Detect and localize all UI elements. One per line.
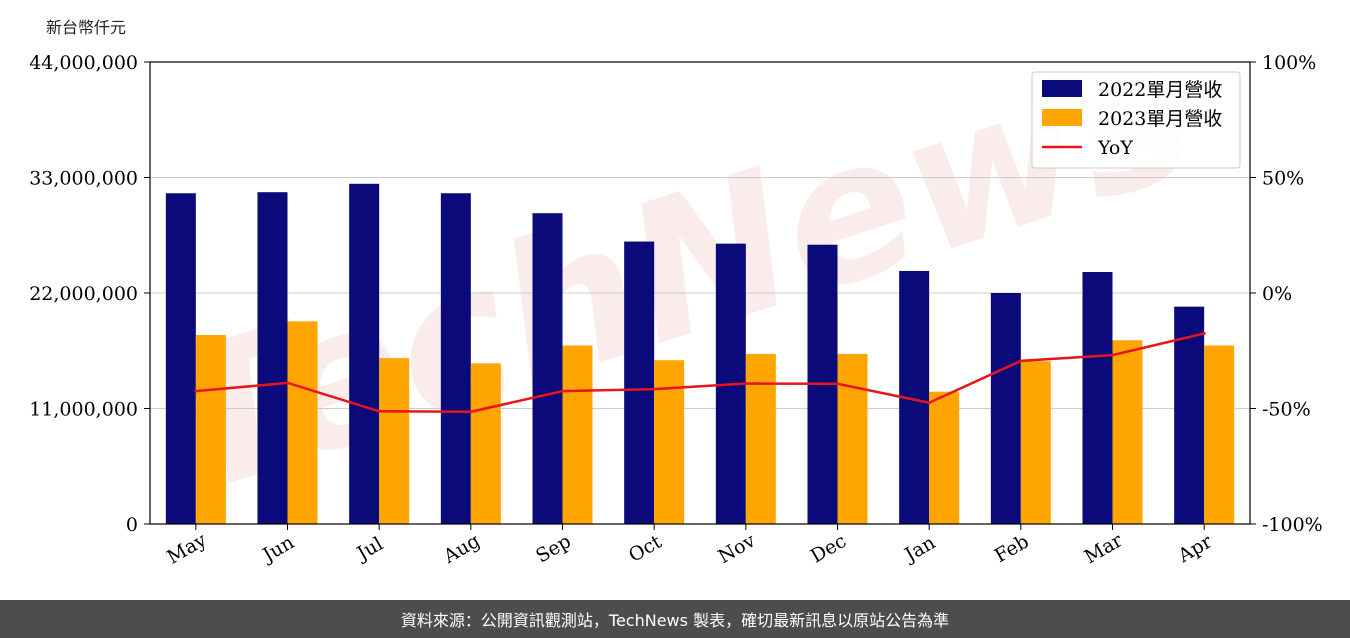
bar-2022-jul <box>349 183 380 525</box>
yoy-point <box>1202 331 1206 335</box>
x-tick-label-dec: Dec <box>807 530 850 568</box>
y-left-tick-label: 44,000,000 <box>29 52 138 74</box>
bar-2023-apr <box>1204 345 1235 524</box>
x-tick-label-sep: Sep <box>532 530 575 567</box>
y-left-tick-label: 22,000,000 <box>29 283 138 305</box>
yoy-point <box>1019 359 1023 363</box>
bar-2023-may <box>195 335 226 524</box>
legend-label: YoY <box>1097 137 1133 159</box>
x-tick-label-jun: Jun <box>257 531 298 567</box>
x-tick-label-feb: Feb <box>991 530 1033 567</box>
bar-2022-oct <box>624 241 655 525</box>
y-left-tick-label: 33,000,000 <box>29 168 138 190</box>
legend-swatch <box>1042 80 1082 97</box>
yoy-point <box>744 382 748 386</box>
x-tick-label-mar: Mar <box>1081 529 1127 568</box>
legend-label: 2023單月營收 <box>1098 108 1222 130</box>
bar-2023-mar <box>1112 340 1143 524</box>
x-tick-label-jul: Jul <box>352 533 387 566</box>
yoy-point <box>652 387 656 391</box>
bar-2023-jun <box>287 321 318 524</box>
yoy-line <box>195 332 1205 413</box>
bar-2023-feb <box>1020 361 1051 524</box>
yoy-point <box>286 381 289 385</box>
legend-swatch <box>1042 109 1082 126</box>
x-tick-label-aug: Aug <box>439 530 484 569</box>
revenue-chart: 0 11,000,000 22,000,000 33,000,000 44,000,00… <box>29 52 1323 569</box>
y-left-tick-label: 11,000,000 <box>29 399 138 421</box>
yoy-point <box>561 389 564 393</box>
x-tick-label-nov: Nov <box>715 529 760 568</box>
bar-2023-aug <box>470 363 501 524</box>
x-tick-label-oct: Oct <box>625 531 666 567</box>
yoy-point <box>469 410 473 414</box>
x-tick-label-apr: Apr <box>1174 530 1217 567</box>
x-tick-label-may: May <box>163 529 210 569</box>
bar-2023-jan <box>929 391 960 524</box>
plot-frame <box>149 61 1251 525</box>
y-right-tick-label: 50% <box>1262 168 1304 190</box>
legend: 2022單月營收 2023單月營收 YoY <box>1031 71 1241 169</box>
bar-2022-mar <box>1082 272 1113 524</box>
y-axis-unit-label: 新台幣仟元 <box>46 18 127 37</box>
bar-2023-dec <box>837 353 868 524</box>
yoy-point <box>377 409 381 413</box>
bar-2023-nov <box>745 353 776 524</box>
y-right-tick-label: -100% <box>1262 514 1323 536</box>
bar-2022-sep <box>532 213 563 524</box>
yoy-point <box>194 389 198 393</box>
y-right-tick-label: -50% <box>1262 399 1311 421</box>
yoy-point <box>927 401 931 405</box>
y-left-tick-label: 0 <box>126 514 138 536</box>
bar-2022-apr <box>1174 306 1205 524</box>
bar-2022-feb <box>990 293 1021 524</box>
yoy-point <box>1111 353 1114 357</box>
bar-2022-may <box>165 193 196 524</box>
x-tick-label-jan: Jan <box>899 531 939 567</box>
legend-label: 2022單月營收 <box>1098 79 1222 101</box>
bar-2023-oct <box>654 360 685 524</box>
y-right-tick-label: 0% <box>1262 283 1292 305</box>
yoy-point <box>836 382 839 386</box>
legend-box <box>1031 71 1241 169</box>
bar-2022-aug <box>440 193 471 524</box>
y-right-tick-label: 100% <box>1262 52 1316 74</box>
bar-2023-sep <box>562 345 593 524</box>
bar-2022-jun <box>257 192 288 524</box>
bar-2023-jul <box>379 358 410 524</box>
source-footer: 資料來源：公開資訊觀測站，TechNews 製表，確切最新訊息以原站公告為準 <box>0 600 1350 638</box>
